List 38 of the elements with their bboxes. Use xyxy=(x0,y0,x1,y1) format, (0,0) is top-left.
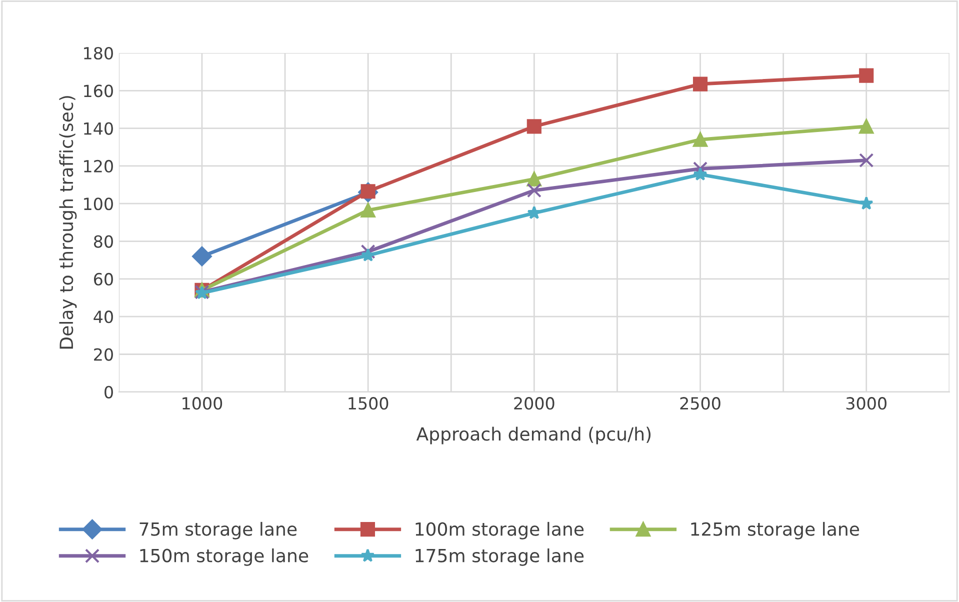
point xyxy=(859,68,874,83)
legend-label: 100m storage lane xyxy=(416,522,584,540)
y-tick-label: 20 xyxy=(94,348,113,361)
x-axis-title: Approach demand (pcu/h) xyxy=(416,426,651,444)
y-tick-label: 40 xyxy=(94,310,113,324)
legend-label: 75m storage lane xyxy=(140,522,297,540)
legend-label: 125m storage lane xyxy=(691,522,860,540)
y-tick-label: 180 xyxy=(84,46,113,60)
legend-label: 175m storage lane xyxy=(416,548,584,566)
y-tick-label: 140 xyxy=(84,122,113,135)
y-tick-label: 60 xyxy=(94,272,113,286)
point xyxy=(859,119,874,134)
y-tick-label: 120 xyxy=(84,160,113,173)
point xyxy=(693,167,708,181)
point xyxy=(526,119,542,134)
point xyxy=(526,172,542,186)
point xyxy=(527,206,542,220)
y-tick-label: 160 xyxy=(84,84,113,98)
y-axis-title: Delay to through traffic(sec) xyxy=(59,96,77,349)
point xyxy=(192,246,212,266)
point xyxy=(526,183,542,198)
point xyxy=(360,244,376,259)
point xyxy=(859,153,874,168)
x-tick-label: 3000 xyxy=(846,397,886,410)
y-tick-label: 0 xyxy=(104,386,113,398)
x-tick-label: 1500 xyxy=(348,397,388,410)
point xyxy=(360,202,376,218)
legend-label: 150m storage lane xyxy=(140,548,308,566)
x-tick-label: 2500 xyxy=(680,397,720,410)
point xyxy=(692,161,708,176)
y-tick-label: 100 xyxy=(84,198,113,210)
point xyxy=(859,196,874,210)
x-tick-label: 1000 xyxy=(182,397,222,410)
point xyxy=(692,76,708,92)
y-tick-label: 80 xyxy=(94,235,113,248)
point xyxy=(692,132,708,147)
x-tick-label: 2000 xyxy=(514,397,554,410)
point xyxy=(361,248,376,262)
